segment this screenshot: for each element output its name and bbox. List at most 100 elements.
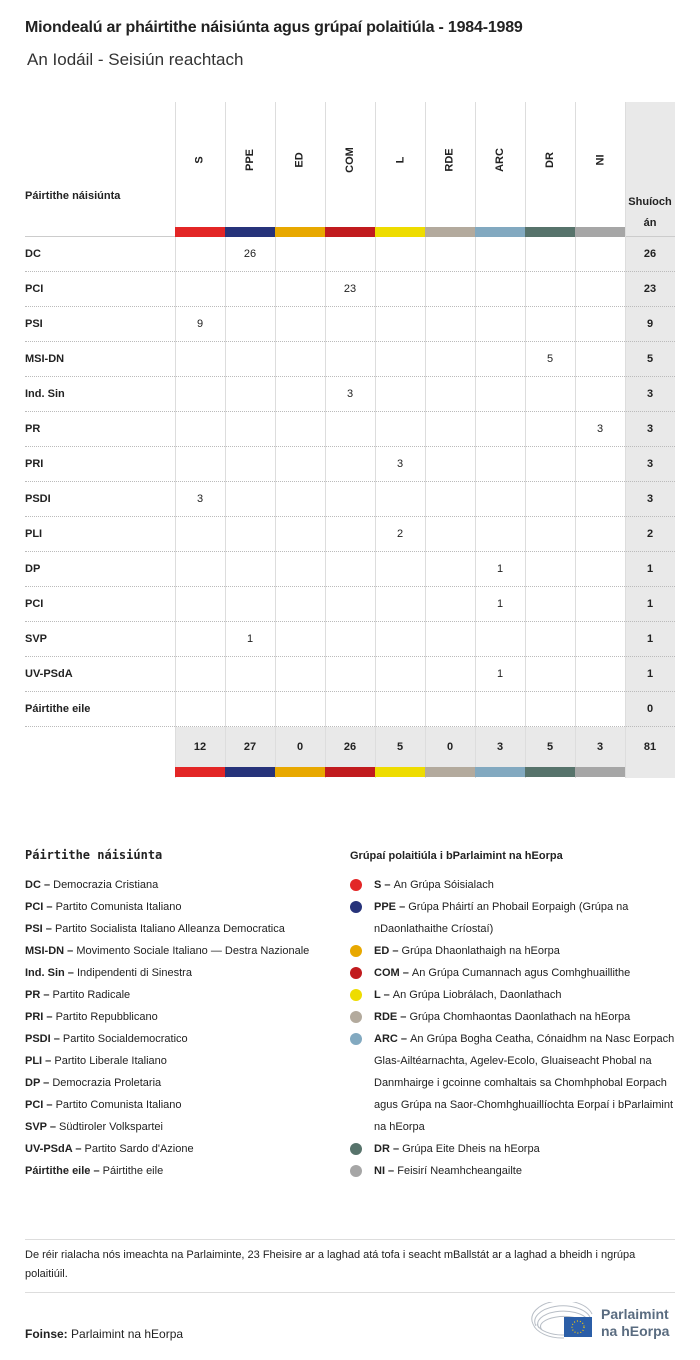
color-dot-icon [350, 1165, 362, 1177]
column-color-bar [175, 767, 225, 777]
color-dot-icon [350, 879, 362, 891]
seat-value: 9 [196, 318, 204, 330]
legend-abbr: NI [374, 1165, 385, 1177]
legend-name: Partito Radicale [52, 989, 131, 1001]
legend-abbr: Ind. Sin [25, 967, 65, 979]
party-name: DC [25, 248, 41, 260]
column-divider [225, 102, 226, 778]
group-legend-item: PPE – Grúpa Pháirtí an Phobail Eorpaigh … [350, 896, 680, 940]
seat-value: 3 [196, 493, 204, 505]
legend-name: Partito Liberale Italiano [54, 1055, 167, 1067]
party-name: PSDI [25, 493, 51, 505]
column-divider [175, 102, 176, 778]
row-total: 26 [643, 248, 657, 260]
column-header-label: RDE [443, 148, 456, 172]
legend-abbr: SVP [25, 1121, 47, 1133]
seat-value: 2 [396, 528, 404, 540]
column-divider [425, 102, 426, 778]
legend-name: Grúpa Chomhaontas Daonlathach na hEorpa [409, 1011, 631, 1023]
column-divider [475, 102, 476, 778]
national-legend-item: PCI – Partito Comunista Italiano [25, 901, 182, 913]
national-legend-item: PRI – Partito Repubblicano [25, 1011, 158, 1023]
color-dot-icon [350, 901, 362, 913]
legend-name: Partito Comunista Italiano [55, 1099, 182, 1111]
column-color-bar [475, 767, 525, 777]
legend-abbr: ED [374, 945, 390, 957]
color-dot-icon [350, 1143, 362, 1155]
seat-value: 1 [246, 633, 254, 645]
grand-total: 81 [643, 741, 657, 753]
column-header: S [175, 130, 225, 190]
row-total: 1 [646, 598, 654, 610]
column-header-label: NI [594, 154, 606, 166]
column-total: 5 [546, 741, 554, 753]
column-divider [575, 102, 576, 778]
legend-abbr: RDE [374, 1011, 398, 1023]
column-color-bar [275, 227, 325, 237]
table-row: PCI 23 23 [25, 272, 675, 307]
column-header: DR [525, 130, 575, 190]
color-dot-icon [350, 1011, 362, 1023]
row-total: 1 [646, 563, 654, 575]
party-name: PLI [25, 528, 43, 540]
total-column-background [625, 102, 675, 778]
seat-value: 5 [546, 353, 554, 365]
party-name: PCI [25, 598, 44, 610]
national-legend-item: PR – Partito Radicale [25, 989, 131, 1001]
group-legend-item: ARC – An Grúpa Bogha Ceatha, Cónaidhm na… [350, 1028, 680, 1138]
legend-name: An Grúpa Sóisialach [393, 879, 494, 891]
color-dot-icon [350, 1033, 362, 1045]
legend-abbr: PRI [25, 1011, 44, 1023]
row-total: 5 [646, 353, 654, 365]
party-name: PR [25, 423, 41, 435]
legend-name: An Grúpa Liobrálach, Daonlathach [392, 989, 562, 1001]
table-row: Páirtithe eile 0 [25, 692, 675, 727]
table-row: SVP 1 1 [25, 622, 675, 657]
european-parliament-logo [531, 1302, 593, 1339]
national-legend-heading: Páirtithe náisiúnta [25, 848, 163, 862]
column-color-bar [525, 227, 575, 237]
legend-name: Feisirí Neamhcheangailte [397, 1165, 522, 1177]
column-header-label: S [194, 156, 206, 164]
total-header-line1: Shuíoch [628, 196, 672, 208]
row-total: 2 [646, 528, 654, 540]
column-header-label: ED [294, 152, 306, 168]
column-divider [525, 102, 526, 778]
legend-abbr: Páirtithe eile [25, 1165, 91, 1177]
group-legend: S – An Grúpa Sóisialach PPE – Grúpa Pháir… [350, 874, 680, 1182]
party-name: SVP [25, 633, 48, 645]
column-total: 3 [496, 741, 504, 753]
party-name: Ind. Sin [25, 388, 65, 400]
table-row: UV-PSdA 1 1 [25, 657, 675, 692]
column-color-bar [425, 227, 475, 237]
chart-title: Miondealú ar pháirtithe náisiúnta agus g… [25, 19, 523, 36]
column-header: RDE [425, 130, 475, 190]
party-name: UV-PSdA [25, 668, 73, 680]
row-total: 0 [646, 703, 654, 715]
row-total: 3 [646, 388, 654, 400]
national-legend-item: MSI-DN – Movimento Sociale Italiano — De… [25, 945, 310, 957]
column-color-bar [425, 767, 475, 777]
column-header-label: DR [543, 152, 556, 168]
column-header: ED [275, 130, 325, 190]
seat-value: 26 [243, 248, 257, 260]
source-value: Parlaimint na hEorpa [71, 1327, 184, 1341]
legend-abbr: L [374, 989, 381, 1001]
column-header-label: L [393, 156, 406, 164]
column-header-label: COM [343, 147, 356, 173]
party-name: PRI [25, 458, 44, 470]
column-total: 26 [343, 741, 357, 753]
legend-abbr: COM [374, 967, 400, 979]
legend-name: Grúpa Eite Dheis na hEorpa [402, 1143, 540, 1155]
table-row: PCI 1 1 [25, 587, 675, 622]
legend-name: Democrazia Cristiana [53, 879, 159, 891]
legend-name: Grúpa Pháirtí an Phobail Eorpaigh (Grúpa… [374, 901, 629, 935]
group-legend-item: NI – Feisirí Neamhcheangailte [350, 1160, 680, 1182]
table-row: PR 3 3 [25, 412, 675, 447]
party-name: PSI [25, 318, 43, 330]
legend-abbr: PCI [25, 901, 44, 913]
legend-abbr: PR [25, 989, 41, 1001]
column-color-bar [225, 227, 275, 237]
row-total: 1 [646, 668, 654, 680]
legend-abbr: DR [374, 1143, 390, 1155]
